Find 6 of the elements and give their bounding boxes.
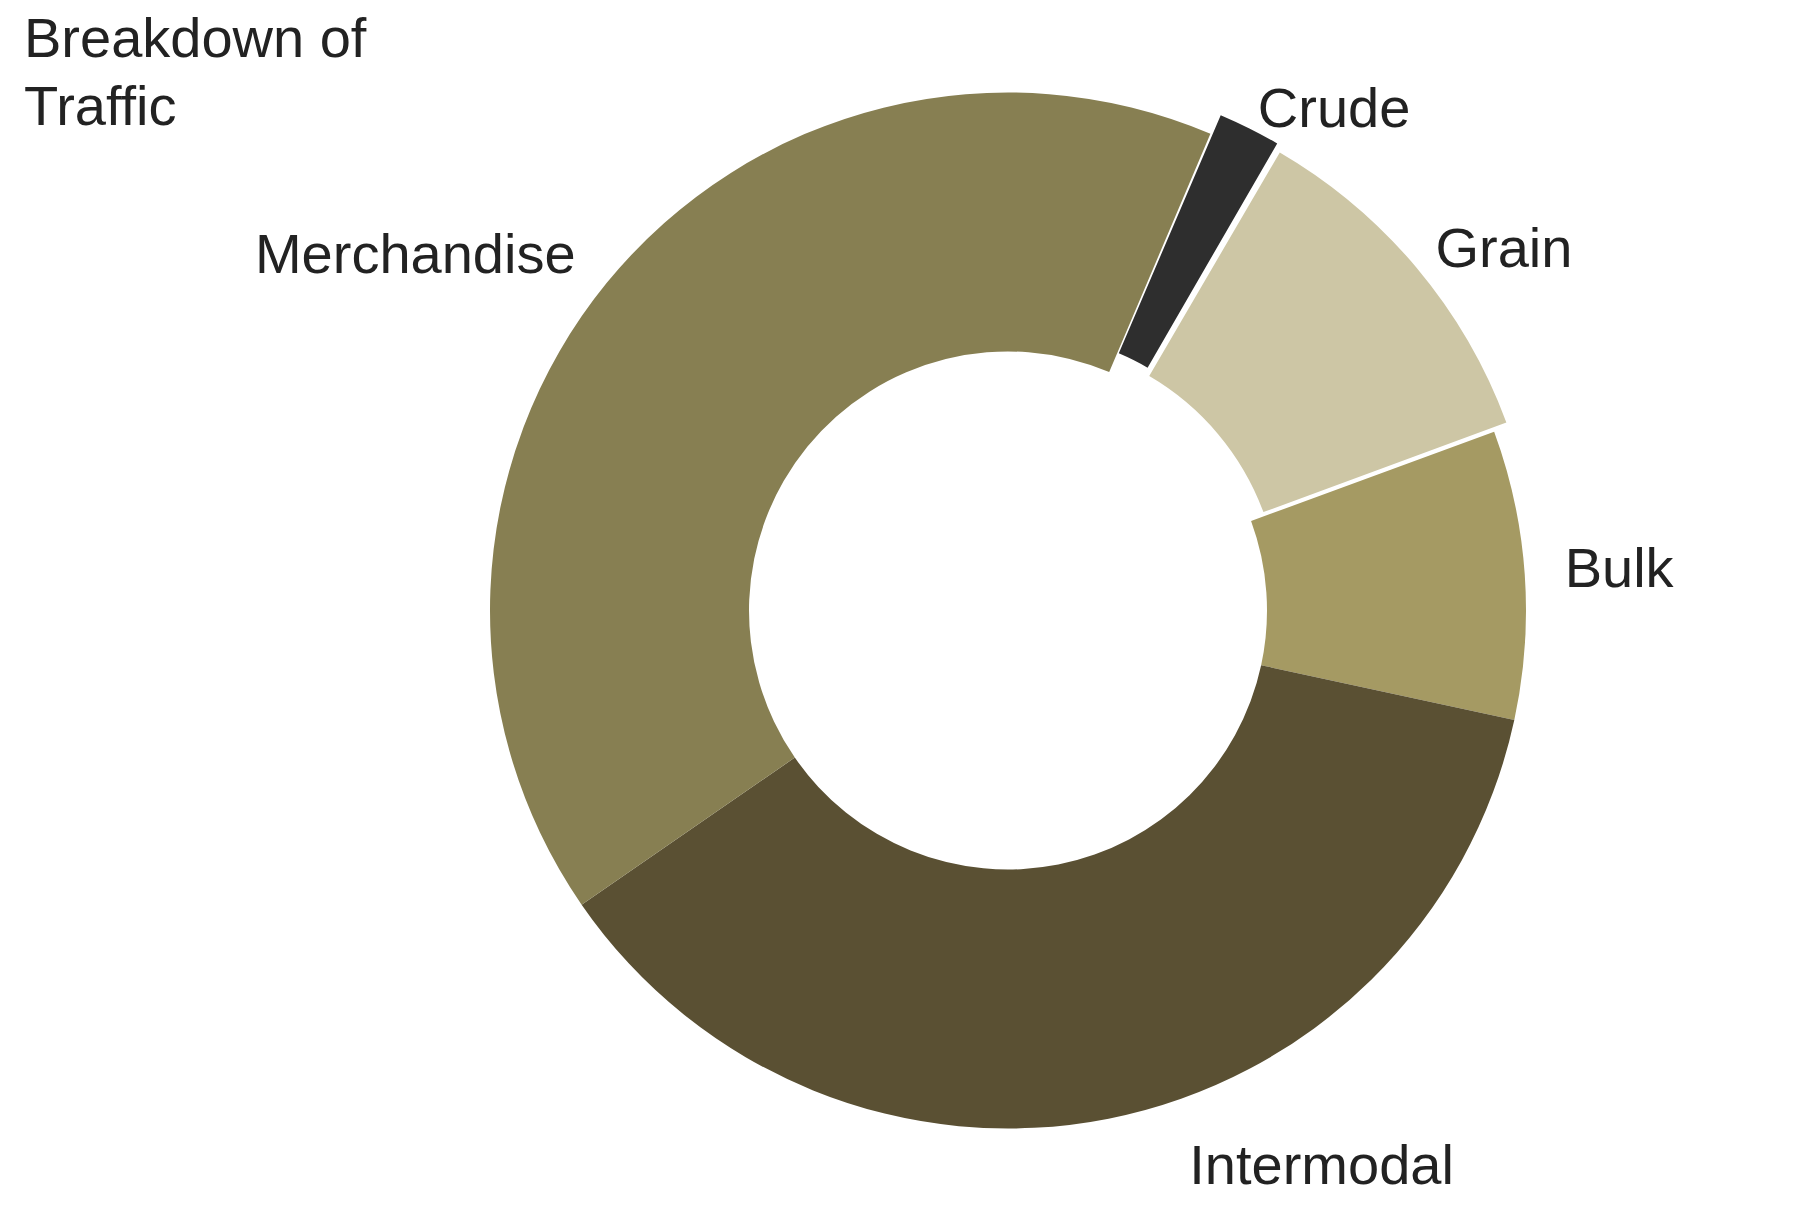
chart-title: Breakdown of Traffic: [24, 5, 368, 139]
slice-label: Bulk: [1564, 536, 1675, 600]
slice-label: Intermodal: [1189, 1132, 1454, 1196]
slice-label: Grain: [1435, 216, 1573, 280]
slice-label: Merchandise: [254, 222, 576, 286]
slice-label: Crude: [1257, 76, 1411, 139]
